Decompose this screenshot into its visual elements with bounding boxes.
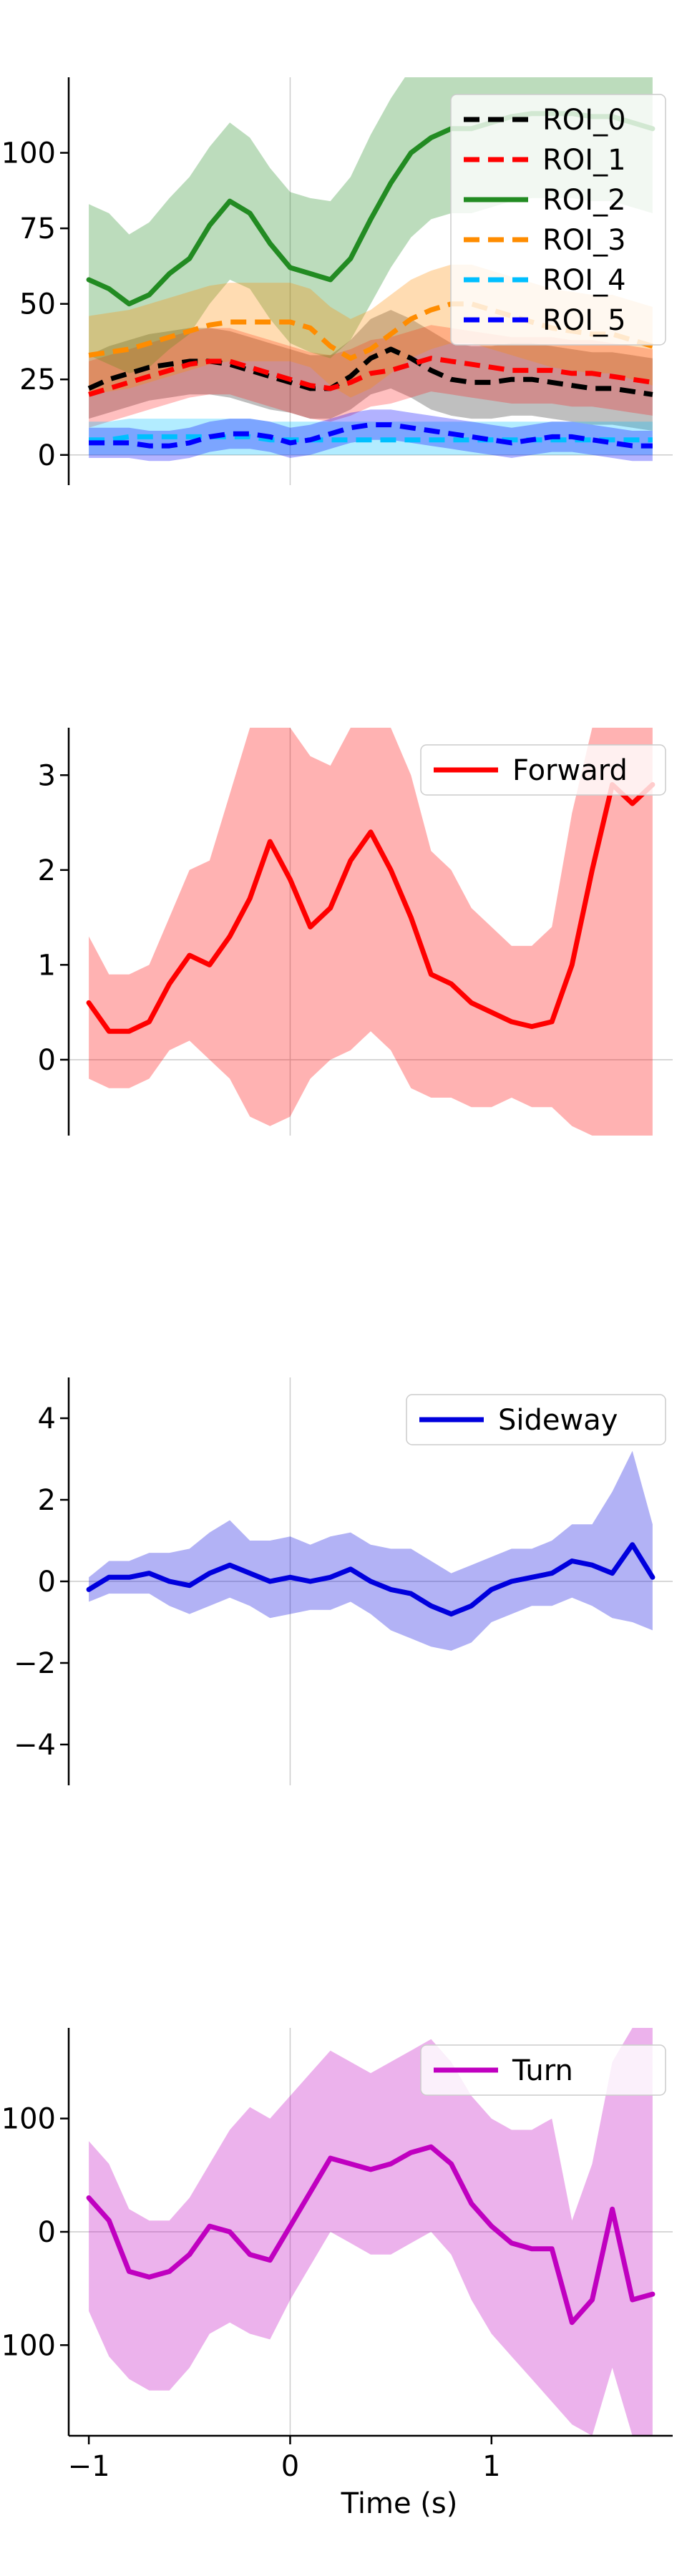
legend-label-roi_1: ROI_1	[542, 144, 626, 177]
legend: Turn	[420, 2044, 666, 2096]
series-line-roi_4	[89, 434, 653, 443]
legend: ROI_0 ROI_1 ROI_2 ROI_3 ROI_4 ROI_5	[450, 94, 666, 346]
series-line-roi_1	[88, 356, 653, 397]
legend-box	[406, 1394, 666, 1445]
plot-area	[86, 728, 656, 1136]
x-axis-label: Time (s)	[341, 2487, 458, 2520]
series-line-roi_3	[88, 301, 653, 361]
band-turn	[89, 2028, 653, 2436]
y-tick-label: 1	[38, 949, 56, 982]
legend-label-roi_2: ROI_2	[542, 184, 626, 217]
band-roi_5	[89, 409, 653, 462]
legend-label-turn: Turn	[512, 2054, 573, 2087]
y-tick-label: −100	[0, 2329, 56, 2362]
y-tick-label: 0	[38, 439, 56, 472]
subplot-3: −100 0 100 Turn −1 0 1 Time (s)	[0, 2028, 673, 2520]
band-roi_0	[89, 310, 653, 431]
plot-area	[86, 1450, 656, 1651]
series-line-roi_5	[89, 422, 653, 449]
band-sideway	[89, 1450, 653, 1651]
y-tick-label: 100	[1, 2103, 56, 2136]
subplot-0: 0 25 50 75 100 ROI_0 ROI_1 ROI_2 ROI_3 ROI_4 ROI_5	[1, 77, 673, 485]
legend-box	[450, 94, 666, 346]
legend-box	[420, 744, 666, 796]
y-tick-label: 3	[38, 759, 56, 792]
x-tick-label: −1	[68, 2450, 110, 2483]
legend-label-forward: Forward	[512, 754, 628, 787]
y-tick-label: 0	[38, 1044, 56, 1077]
y-tick-label: 100	[1, 137, 56, 170]
plot-area	[86, 2028, 656, 2436]
subplot-2: −4 −2 0 2 4 Sideway	[14, 1377, 673, 1785]
y-tick-label: 75	[19, 213, 56, 245]
y-tick-label: 2	[38, 1484, 56, 1517]
legend-box	[420, 2044, 666, 2096]
subplot-1: 0 1 2 3 Forward	[38, 728, 673, 1136]
legend-label-roi_4: ROI_4	[542, 264, 626, 297]
legend-label-roi_0: ROI_0	[542, 104, 626, 137]
y-tick-label: −2	[14, 1647, 56, 1680]
x-tick-label: 1	[482, 2450, 500, 2483]
legend: Forward	[420, 744, 666, 796]
y-tick-label: 50	[19, 288, 56, 321]
series-line-sideway	[86, 1542, 656, 1617]
x-tick-label: 0	[281, 2450, 299, 2483]
series-line-roi_0	[87, 346, 653, 397]
y-tick-label: 4	[38, 1402, 56, 1435]
y-tick-label: 25	[19, 364, 56, 396]
y-tick-label: 2	[38, 854, 56, 887]
legend-label-roi_3: ROI_3	[542, 224, 626, 257]
legend-label-roi_5: ROI_5	[542, 304, 626, 337]
legend: Sideway	[406, 1394, 666, 1445]
series-line-turn	[86, 2144, 656, 2326]
band-roi_1	[89, 325, 653, 428]
band-roi_4	[89, 419, 653, 455]
series-line-forward	[86, 782, 656, 1034]
y-tick-label: 0	[38, 2216, 56, 2249]
legend-label-sideway: Sideway	[498, 1404, 618, 1437]
band-forward	[89, 728, 653, 1136]
y-tick-label: −4	[14, 1729, 56, 1762]
y-tick-label: 0	[38, 1566, 56, 1599]
